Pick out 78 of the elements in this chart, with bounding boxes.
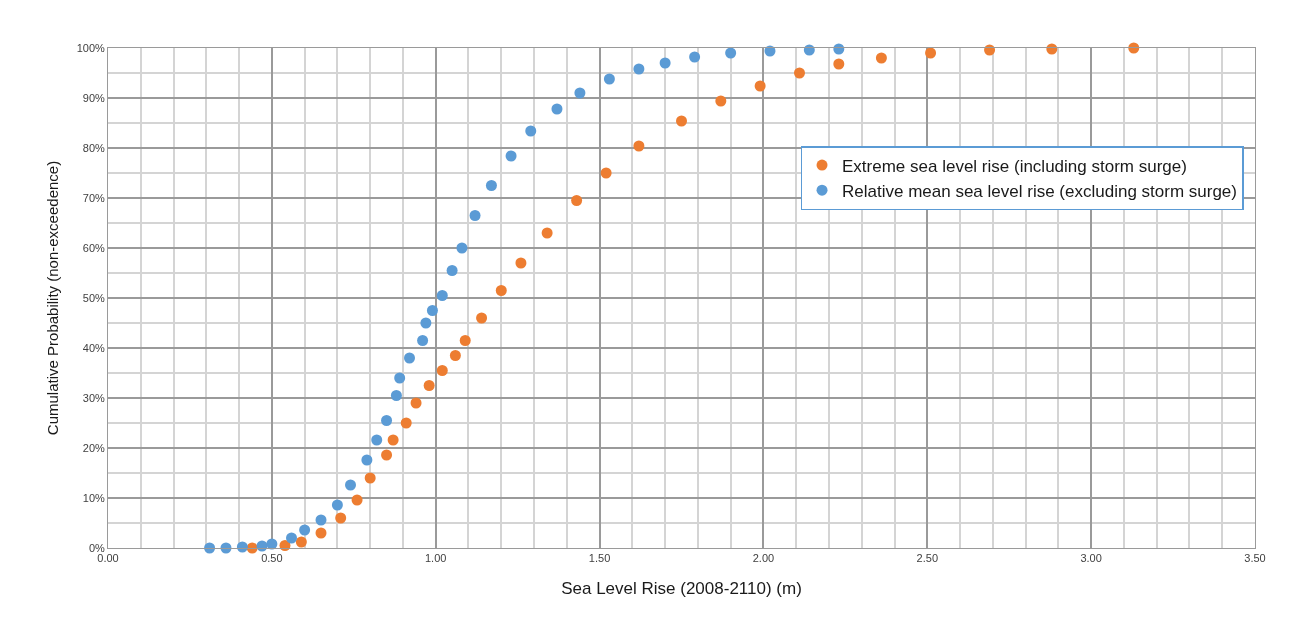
point — [715, 95, 727, 107]
point — [410, 397, 422, 409]
point — [754, 80, 766, 92]
point — [476, 312, 488, 324]
point — [469, 210, 481, 221]
point — [525, 125, 537, 137]
point — [381, 449, 393, 461]
x-tick-label: 1.00 — [425, 552, 447, 565]
point — [574, 87, 586, 99]
point — [676, 115, 687, 127]
point — [299, 524, 311, 536]
point — [420, 317, 432, 329]
point — [387, 434, 399, 446]
point — [371, 434, 383, 446]
point — [551, 103, 563, 115]
point — [426, 305, 438, 316]
y-tick-label: 20% — [82, 441, 105, 454]
x-tick-label: 0.00 — [97, 552, 119, 565]
point — [335, 512, 347, 524]
point — [394, 372, 406, 384]
point — [446, 265, 458, 276]
point — [603, 73, 615, 85]
point — [364, 472, 376, 484]
x-tick-label: 0.50 — [261, 552, 283, 565]
point — [925, 47, 937, 59]
point — [286, 532, 298, 544]
y-tick-label: 80% — [82, 141, 105, 154]
legend-label: Relative mean sea level rise (excluding storm surge) — [842, 181, 1237, 201]
point — [381, 415, 393, 426]
point — [725, 47, 737, 59]
x-tick-label: 1.50 — [588, 552, 611, 565]
y-axis-title: Cumulative Probability (non-exceedence) — [43, 160, 61, 436]
point — [600, 167, 612, 179]
point — [295, 536, 307, 548]
y-tick-label: 40% — [82, 341, 105, 354]
point — [456, 242, 468, 254]
point — [315, 514, 327, 526]
y-tick-label: 90% — [82, 91, 105, 104]
point — [689, 51, 701, 63]
point — [485, 180, 497, 191]
point — [331, 499, 343, 511]
y-tick-label: 50% — [82, 291, 105, 304]
point — [449, 350, 461, 361]
point — [505, 150, 517, 162]
y-tick-label: 0% — [88, 541, 106, 554]
x-axis-title: Sea Level Rise (2008-2110) (m) — [561, 578, 802, 598]
point — [495, 285, 507, 296]
y-tick-label: 60% — [82, 241, 105, 254]
x-tick-label: 3.00 — [1080, 552, 1102, 565]
point — [833, 58, 845, 70]
point — [436, 365, 448, 376]
point — [515, 257, 527, 269]
point — [571, 195, 583, 206]
x-tick-label: 3.50 — [1244, 552, 1266, 565]
x-tick-label: 2.00 — [752, 552, 775, 565]
point — [417, 335, 429, 346]
point — [315, 527, 327, 539]
point — [423, 380, 435, 391]
point — [436, 290, 448, 301]
y-tick-label: 100% — [76, 41, 106, 54]
point — [345, 479, 357, 491]
point — [541, 227, 553, 239]
y-tick-label: 30% — [82, 391, 105, 404]
legend-label: Extreme sea level rise (including storm surge) — [842, 156, 1187, 176]
x-tick-label: 2.50 — [916, 552, 938, 565]
point — [633, 63, 645, 75]
y-tick-label: 10% — [82, 491, 105, 504]
y-tick-label: 70% — [82, 191, 105, 204]
point — [361, 454, 373, 466]
point — [404, 352, 415, 364]
point — [793, 67, 805, 79]
point — [875, 52, 887, 64]
point — [400, 417, 412, 429]
point — [459, 335, 471, 346]
point — [390, 390, 402, 401]
point — [659, 57, 671, 69]
point — [351, 494, 363, 506]
point — [633, 140, 645, 152]
